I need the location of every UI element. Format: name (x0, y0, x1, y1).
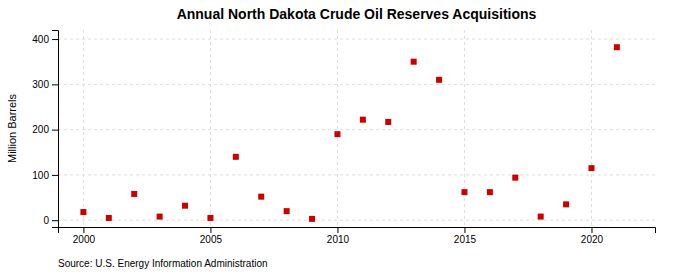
point (131, 191, 137, 197)
tick-label: 100 (32, 170, 49, 181)
tick-mark (52, 175, 58, 176)
grid-line (58, 174, 655, 175)
point (258, 194, 264, 200)
grid-line (464, 30, 465, 227)
y-axis: 0 100 200 300 400 (32, 31, 58, 228)
x-axis: 2000 2005 2010 2015 2020 (59, 227, 656, 245)
tick: 2010 (327, 227, 350, 245)
tick-mark (52, 84, 58, 85)
tick-label: 200 (32, 124, 49, 135)
tick-mark (52, 39, 58, 40)
tick-mark (591, 227, 592, 233)
title: Annual North Dakota Crude Oil Reserves A… (177, 6, 537, 22)
point (106, 215, 112, 221)
point (588, 165, 594, 171)
tick-mark (464, 227, 465, 233)
tick: 400 (32, 34, 58, 45)
point (487, 189, 493, 195)
tick-label: 2000 (73, 234, 96, 245)
point (563, 201, 569, 207)
point (461, 189, 467, 195)
tick-label: 0 (43, 215, 49, 226)
point (360, 117, 366, 123)
point (411, 59, 417, 65)
point (157, 214, 163, 220)
chart: 2000 2005 2010 2015 2020 0 100 200 300 400 Annual … (0, 0, 675, 275)
tick-mark (83, 227, 84, 233)
tick: 2000 (73, 227, 96, 245)
tick: 100 (32, 170, 58, 181)
grid-line (58, 129, 655, 130)
tick-label: 300 (32, 79, 49, 90)
point (207, 215, 213, 221)
grid-line (58, 84, 655, 85)
tick: 200 (32, 124, 58, 135)
point (233, 154, 239, 160)
tick: 2020 (581, 227, 604, 245)
y-axis-title: Million Barrels (6, 93, 18, 163)
tick-mark (52, 130, 58, 131)
grid-line (83, 30, 84, 227)
axis-line (52, 31, 59, 228)
point (309, 216, 315, 222)
point (436, 77, 442, 83)
tick-label: 2010 (327, 234, 350, 245)
tick: 2015 (454, 227, 477, 245)
point (334, 131, 340, 137)
axis-line (59, 228, 656, 234)
tick: 300 (32, 79, 58, 90)
point (538, 214, 544, 220)
point (80, 209, 86, 215)
plot: 2000 2005 2010 2015 2020 0 100 200 300 400 (32, 30, 655, 245)
tick-label: 2005 (200, 234, 223, 245)
tick: 2005 (200, 227, 223, 245)
tick-label: 2015 (454, 234, 477, 245)
grid-line (337, 30, 338, 227)
tick-mark (52, 220, 58, 221)
point (182, 203, 188, 209)
point (614, 44, 620, 50)
grid-line (58, 39, 655, 40)
tick-label: 2020 (581, 234, 604, 245)
grid-line (58, 220, 655, 221)
point (385, 119, 391, 125)
tick-label: 400 (32, 34, 49, 45)
grid-line (210, 30, 211, 227)
marks (80, 44, 619, 222)
point (512, 175, 518, 181)
grid (58, 30, 655, 227)
source: Source: U.S. Energy Information Administ… (58, 258, 268, 269)
grid-line (591, 30, 592, 227)
tick-mark (337, 227, 338, 233)
point (284, 208, 290, 214)
tick: 0 (43, 215, 58, 226)
tick-mark (210, 227, 211, 233)
